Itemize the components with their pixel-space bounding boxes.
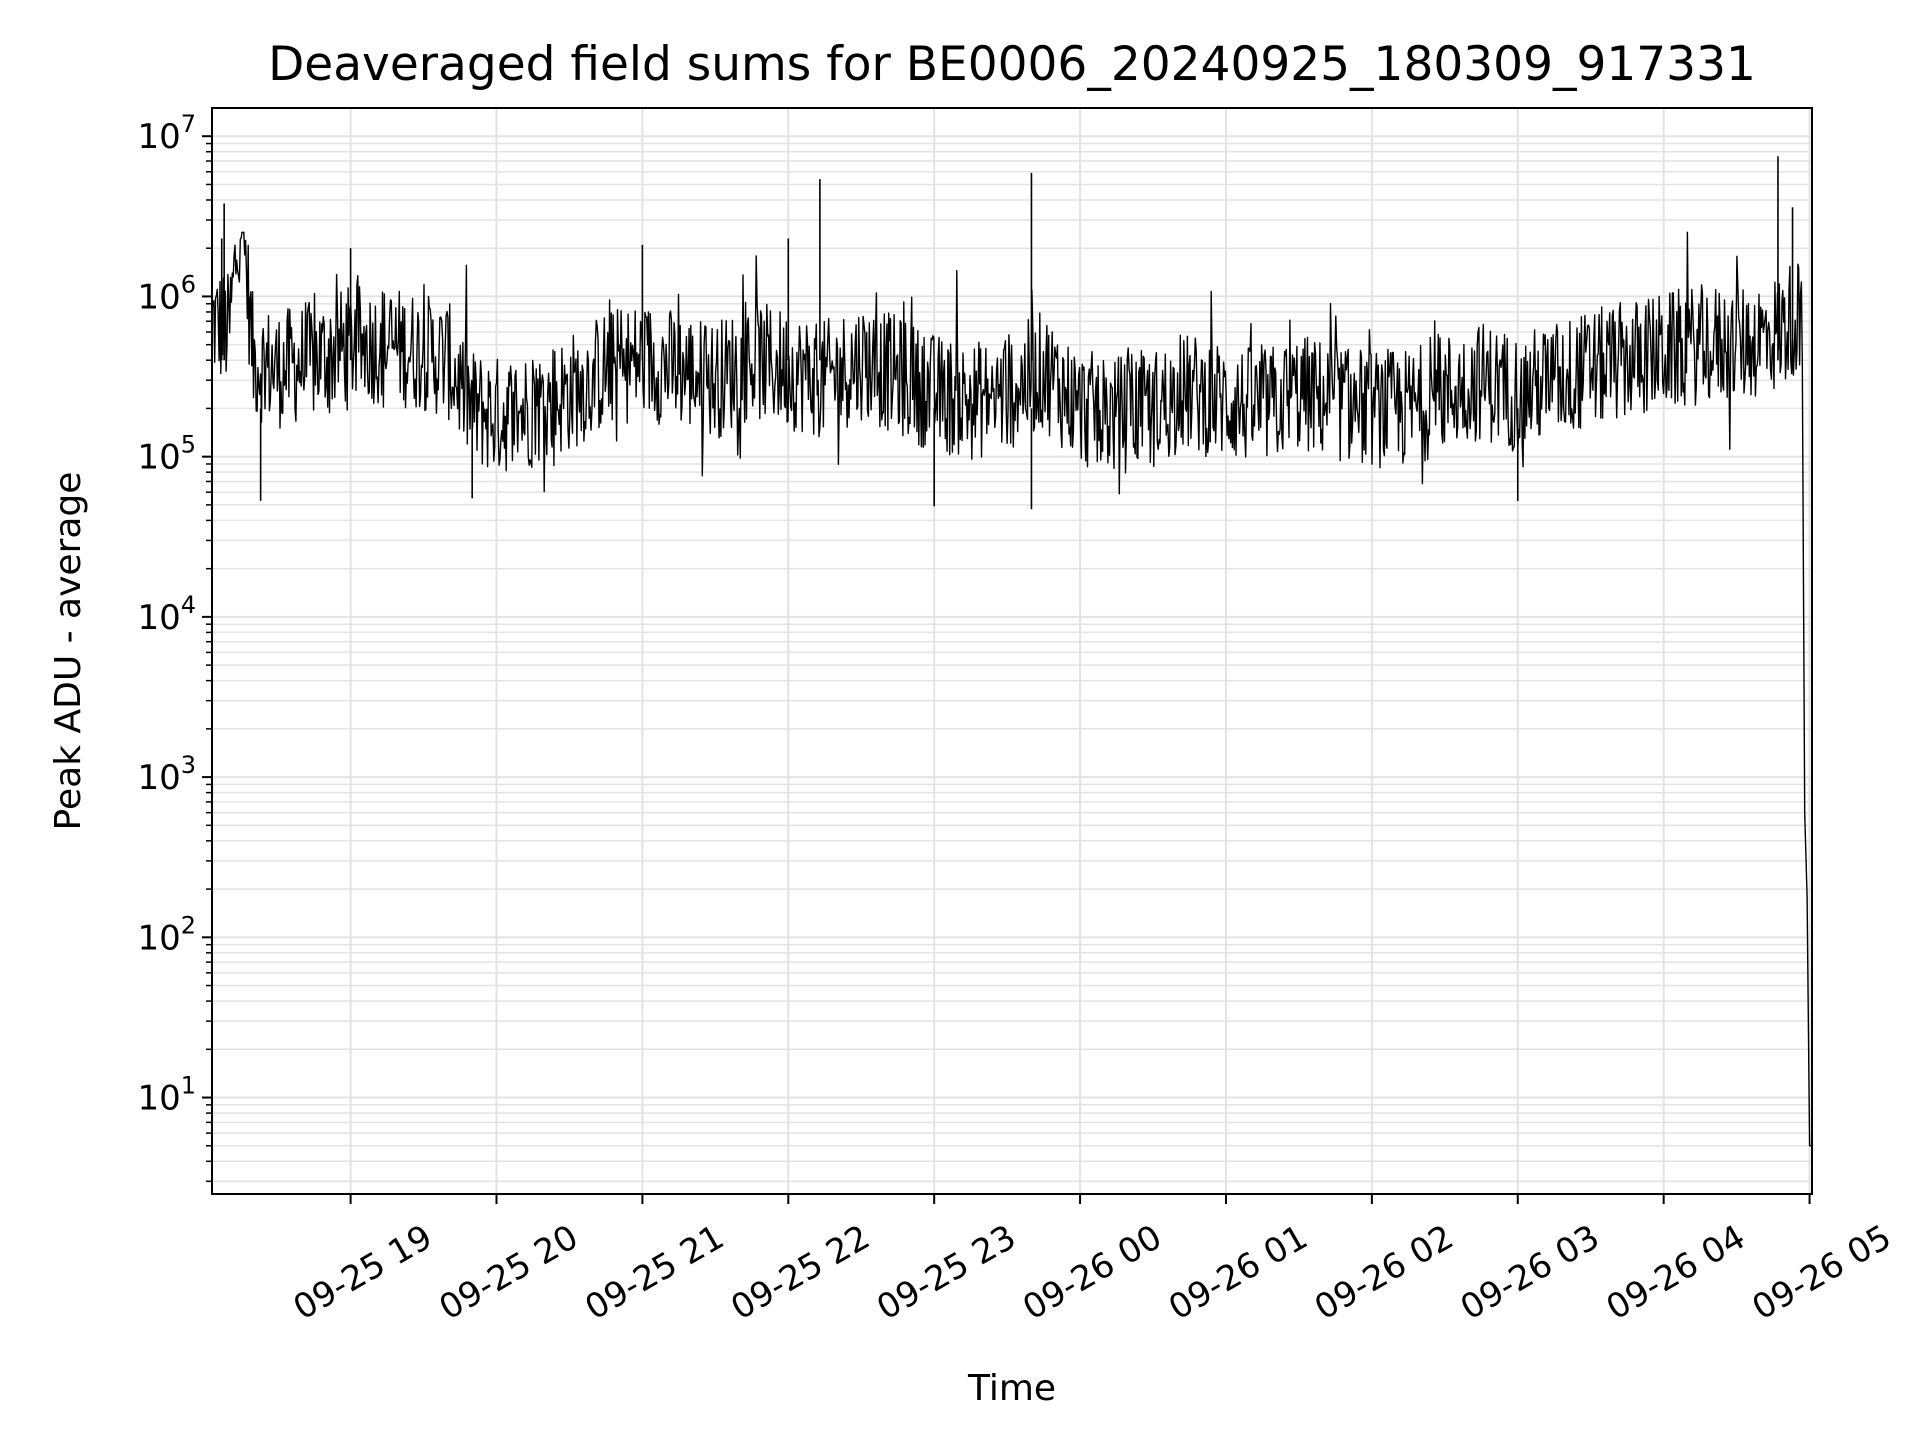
grid (212, 108, 1812, 1194)
y-tick-label: 104 (137, 591, 196, 638)
plot-frame (211, 107, 1813, 1195)
y-tick-label: 102 (137, 911, 196, 958)
y-tick-label: 106 (137, 270, 196, 317)
y-axis-label: Peak ADU - average (48, 472, 89, 831)
y-tick-label: 101 (137, 1072, 196, 1119)
y-axis: 101 102 103 104 105 106 107 (137, 110, 212, 1183)
series-line (211, 231, 1812, 1147)
x-axis-label: Time (967, 1368, 1056, 1409)
series-group (211, 156, 1812, 1147)
y-tick-label: 103 (137, 751, 196, 798)
y-tick-label: 107 (137, 110, 196, 157)
y-tick-label: 105 (137, 431, 196, 478)
chart-title: Deaveraged field sums for BE0006_2024092… (268, 37, 1756, 92)
